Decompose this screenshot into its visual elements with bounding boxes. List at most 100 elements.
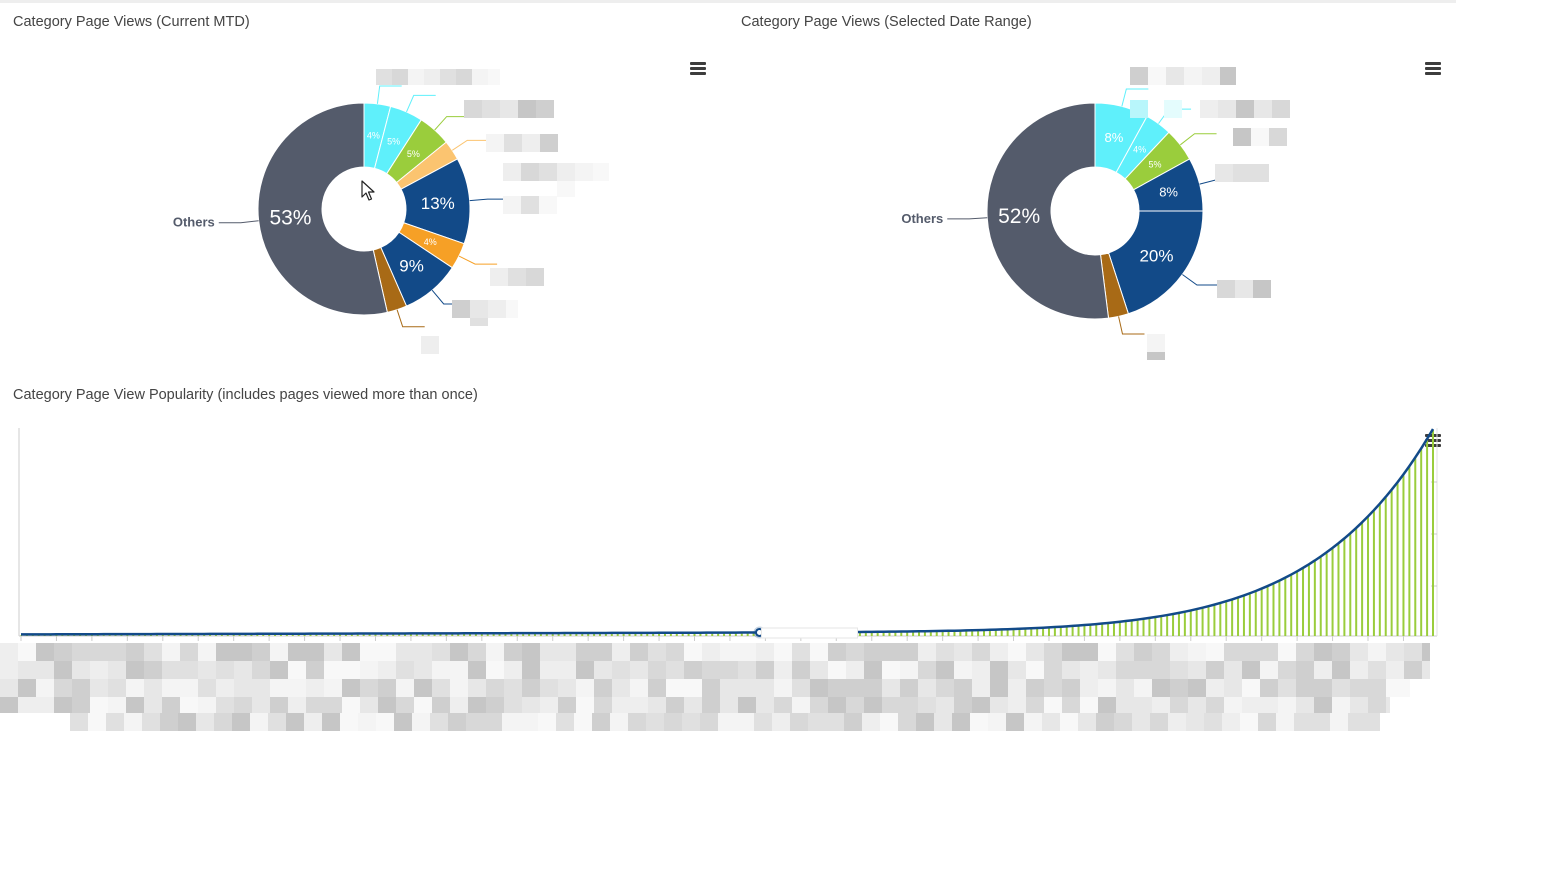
popularity-bar[interactable]	[1367, 517, 1370, 636]
popularity-bar[interactable]	[1231, 600, 1234, 636]
popularity-bar[interactable]	[469, 634, 472, 636]
popularity-bar[interactable]	[1006, 630, 1009, 636]
popularity-bar[interactable]	[693, 633, 696, 636]
popularity-bar[interactable]	[717, 633, 720, 636]
popularity-bar[interactable]	[539, 634, 542, 636]
popularity-bar[interactable]	[279, 634, 282, 636]
popularity-bar[interactable]	[67, 635, 70, 636]
popularity-bar[interactable]	[888, 632, 891, 636]
popularity-bar[interactable]	[1432, 430, 1434, 636]
popularity-bar[interactable]	[1172, 614, 1175, 636]
popularity-bar[interactable]	[43, 635, 46, 636]
popularity-bar[interactable]	[575, 634, 578, 636]
popularity-bar[interactable]	[451, 634, 454, 636]
popularity-bar[interactable]	[268, 634, 271, 636]
popularity-bar[interactable]	[959, 631, 962, 636]
popularity-bar[interactable]	[333, 634, 336, 636]
popularity-bar[interactable]	[1136, 620, 1139, 636]
popularity-bar[interactable]	[593, 633, 596, 636]
popularity-bar[interactable]	[634, 633, 637, 636]
range-slice-7[interactable]	[986, 102, 1110, 320]
popularity-bar[interactable]	[1118, 622, 1121, 636]
popularity-bar[interactable]	[463, 634, 466, 636]
popularity-bar[interactable]	[1284, 578, 1287, 636]
popularity-bar[interactable]	[1260, 589, 1263, 636]
popularity-bar[interactable]	[870, 632, 873, 636]
popularity-bar[interactable]	[628, 633, 631, 636]
popularity-bar[interactable]	[1420, 449, 1423, 636]
popularity-bar[interactable]	[220, 634, 223, 636]
popularity-bar[interactable]	[988, 630, 991, 636]
popularity-bar[interactable]	[1349, 534, 1352, 636]
popularity-bar[interactable]	[55, 635, 58, 636]
popularity-bar[interactable]	[155, 635, 158, 636]
popularity-bar[interactable]	[498, 634, 501, 636]
popularity-bar[interactable]	[197, 634, 200, 636]
popularity-bar[interactable]	[445, 634, 448, 636]
popularity-bar[interactable]	[474, 634, 477, 636]
popularity-bar[interactable]	[1319, 557, 1322, 636]
popularity-bar[interactable]	[923, 632, 926, 636]
popularity-bar[interactable]	[858, 632, 861, 636]
popularity-bar[interactable]	[669, 633, 672, 636]
popularity-bar[interactable]	[1112, 623, 1115, 636]
popularity-bar[interactable]	[309, 634, 312, 636]
popularity-bar[interactable]	[480, 634, 483, 636]
popularity-bar[interactable]	[433, 634, 436, 636]
popularity-bar[interactable]	[350, 634, 353, 636]
popularity-bar[interactable]	[528, 634, 531, 636]
popularity-bar[interactable]	[569, 634, 572, 636]
popularity-bar[interactable]	[1101, 624, 1104, 636]
popularity-bar[interactable]	[1183, 612, 1186, 636]
popularity-bar[interactable]	[457, 634, 460, 636]
popularity-bar[interactable]	[1343, 539, 1346, 636]
popularity-bar[interactable]	[1242, 596, 1245, 636]
popularity-bar[interactable]	[610, 633, 613, 636]
popularity-bar[interactable]	[102, 635, 105, 636]
popularity-bar[interactable]	[1254, 591, 1257, 636]
popularity-bar[interactable]	[380, 634, 383, 636]
popularity-bar[interactable]	[90, 635, 93, 636]
popularity-bar[interactable]	[250, 634, 253, 636]
popularity-bar[interactable]	[1266, 587, 1269, 636]
popularity-bar[interactable]	[486, 634, 489, 636]
popularity-bar[interactable]	[652, 633, 655, 636]
popularity-bar[interactable]	[1207, 607, 1210, 636]
popularity-bar[interactable]	[238, 634, 241, 636]
popularity-bar[interactable]	[1372, 511, 1375, 636]
popularity-trend-line[interactable]	[20, 428, 1435, 636]
popularity-bar[interactable]	[1130, 621, 1133, 636]
popularity-bar[interactable]	[941, 631, 944, 636]
popularity-bar[interactable]	[1177, 613, 1180, 636]
popularity-bar[interactable]	[1142, 619, 1145, 636]
popularity-bar[interactable]	[415, 634, 418, 636]
popularity-bar[interactable]	[185, 634, 188, 636]
popularity-bar[interactable]	[510, 634, 513, 636]
popularity-bar[interactable]	[740, 633, 743, 636]
popularity-bar[interactable]	[1201, 608, 1204, 636]
popularity-bar[interactable]	[1302, 568, 1305, 636]
range-chart-menu-icon[interactable]	[1425, 62, 1441, 76]
popularity-bar[interactable]	[687, 633, 690, 636]
popularity-bar[interactable]	[1408, 467, 1411, 636]
popularity-bar[interactable]	[675, 633, 678, 636]
popularity-bar[interactable]	[658, 633, 661, 636]
popularity-bar[interactable]	[533, 634, 536, 636]
popularity-bar[interactable]	[640, 633, 643, 636]
popularity-bar[interactable]	[132, 635, 135, 636]
popularity-bar[interactable]	[285, 634, 288, 636]
popularity-bar[interactable]	[1065, 627, 1068, 636]
popularity-bar[interactable]	[604, 633, 607, 636]
popularity-bar[interactable]	[1042, 628, 1045, 636]
popularity-bar[interactable]	[344, 634, 347, 636]
popularity-bar[interactable]	[581, 634, 584, 636]
popularity-bar[interactable]	[947, 631, 950, 636]
popularity-bar[interactable]	[1077, 626, 1080, 636]
popularity-bar[interactable]	[209, 634, 212, 636]
popularity-bar[interactable]	[1030, 629, 1033, 636]
popularity-bar[interactable]	[994, 630, 997, 636]
popularity-bar[interactable]	[1083, 626, 1086, 636]
popularity-bar[interactable]	[1053, 628, 1056, 636]
popularity-bar[interactable]	[108, 635, 111, 636]
popularity-bar[interactable]	[297, 634, 300, 636]
